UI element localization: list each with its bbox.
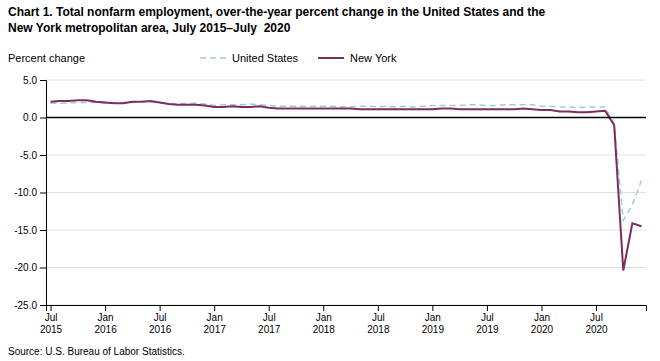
tick: Jan2020 <box>531 305 554 335</box>
tick-label: Jan2020 <box>531 312 554 335</box>
tick-label: -15.0 <box>14 225 37 236</box>
tick: 5.0 <box>23 75 46 86</box>
tick-mark <box>40 230 46 231</box>
tick-mark <box>40 80 46 81</box>
tick: -20.0 <box>14 262 46 273</box>
grid <box>46 80 646 305</box>
tick-label: Jan2017 <box>204 312 227 335</box>
tick-mark <box>214 305 215 311</box>
tick: Jul2015 <box>40 305 63 335</box>
tick-mark <box>323 305 324 311</box>
tick-label: Jul2019 <box>476 312 499 335</box>
tick-label: Jul2017 <box>258 312 281 335</box>
tick-mark <box>160 305 161 311</box>
legend-item: United States <box>200 52 299 64</box>
tick-label: 5.0 <box>23 75 37 86</box>
tick-mark <box>541 305 542 311</box>
tick-label: Jul2018 <box>367 312 390 335</box>
tick-mark <box>269 305 270 311</box>
tick: Jan2019 <box>422 305 445 335</box>
tick-label: Jan2019 <box>422 312 445 335</box>
grid-line <box>46 192 646 193</box>
tick: Jul2020 <box>585 305 608 335</box>
legend-label: United States <box>232 52 299 64</box>
grid-line <box>46 267 646 268</box>
tick-mark <box>40 268 46 269</box>
tick-label: Jul2015 <box>40 312 63 335</box>
legend-item: New York <box>318 52 397 64</box>
tick: Jan2016 <box>94 305 117 335</box>
grid-line <box>46 117 646 118</box>
series-line <box>51 100 642 270</box>
zero-line <box>46 117 646 118</box>
tick-label: 0.0 <box>23 112 37 123</box>
grid-line <box>46 230 646 231</box>
tick-label: Jan2018 <box>313 312 336 335</box>
tick: 0.0 <box>23 112 46 123</box>
subtitle: New York metropolitan area, July 2015–Ju… <box>8 21 291 35</box>
tick-mark <box>596 305 597 311</box>
series-line <box>51 102 642 221</box>
tick-mark <box>487 305 488 311</box>
tick: -25.0 <box>14 300 46 311</box>
grid-line <box>46 80 646 81</box>
tick: Jul2017 <box>258 305 281 335</box>
plot-area <box>51 100 642 270</box>
legend-swatch <box>318 57 344 59</box>
tick: Jul2018 <box>367 305 390 335</box>
y-axis-label: Percent change <box>8 52 85 64</box>
tick-mark <box>105 305 106 311</box>
tick-label: -5.0 <box>20 150 38 161</box>
tick-label: -10.0 <box>14 187 37 198</box>
legend: United States New York <box>200 52 397 64</box>
tick-mark <box>40 155 46 156</box>
tick-label: Jul2020 <box>585 312 608 335</box>
tick-mark <box>40 118 46 119</box>
tick-mark <box>378 305 379 311</box>
legend-label: New York <box>350 52 397 64</box>
tick: Jul2019 <box>476 305 499 335</box>
tick-mark <box>51 305 52 311</box>
tick-label: -25.0 <box>14 300 37 311</box>
grid-line <box>46 155 646 156</box>
tick-label: -20.0 <box>14 262 37 273</box>
tick: Jan2018 <box>313 305 336 335</box>
tick-mark <box>40 193 46 194</box>
tick: Jul2016 <box>149 305 172 335</box>
title: Chart 1. Total nonfarm employment, over-… <box>8 5 546 19</box>
tick-mark <box>432 305 433 311</box>
x-axis: Jul2015 Jan2016 Jul2016 Jan2017 Jul2017 Jan20… <box>40 305 647 335</box>
tick-mark <box>40 305 46 306</box>
tick-label: Jan2016 <box>94 312 117 335</box>
tick: Jan2017 <box>204 305 227 335</box>
tick: -10.0 <box>14 187 46 198</box>
axis-line <box>47 306 647 312</box>
tick: -15.0 <box>14 225 46 236</box>
chart: Chart 1. Total nonfarm employment, over-… <box>0 0 660 361</box>
axis-line <box>40 81 47 306</box>
tick-label: Jul2016 <box>149 312 172 335</box>
tick: -5.0 <box>20 150 46 161</box>
source: Source: U.S. Bureau of Labor Statistics. <box>8 346 185 357</box>
legend-swatch <box>200 57 226 59</box>
y-axis: 5.0 0.0 -5.0 -10.0 -15.0 -20.0 -25.0 <box>14 75 46 311</box>
